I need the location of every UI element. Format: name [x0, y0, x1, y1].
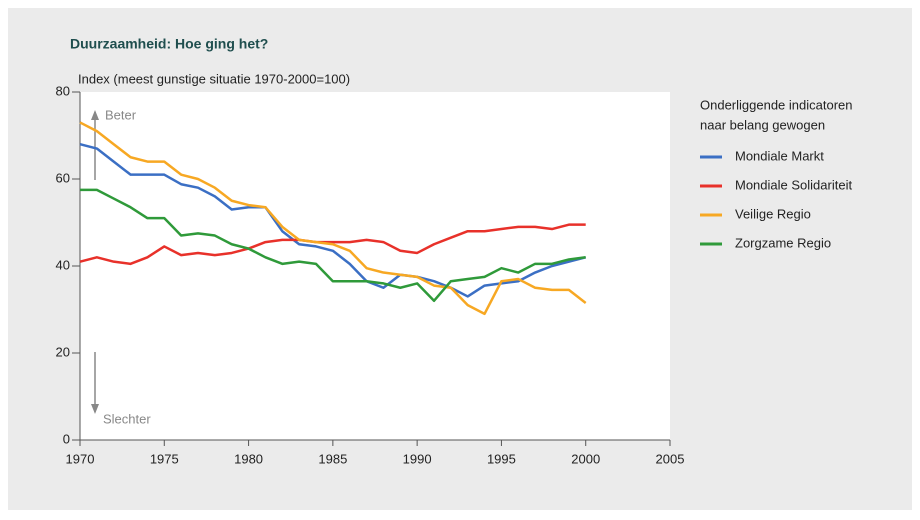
arrow-head	[91, 110, 99, 120]
x-tick-label: 1970	[66, 451, 95, 466]
line	[80, 188, 586, 303]
x-tick-label: 1995	[487, 451, 516, 466]
annotation: Slechter	[103, 411, 151, 426]
legend-label: Veilige Regio	[735, 206, 811, 221]
chart-title: Duurzaamheid: Hoe ging het?	[70, 36, 268, 52]
x-tick-label: 2000	[571, 451, 600, 466]
y-tick-label: 60	[56, 170, 70, 185]
x-tick-label: 1990	[403, 451, 432, 466]
arrow-head	[91, 404, 99, 414]
y-tick-label: 0	[63, 431, 70, 446]
y-tick-label: 80	[56, 83, 70, 98]
x-tick-label: 1975	[150, 451, 179, 466]
line	[79, 121, 587, 316]
plot-area	[80, 92, 670, 440]
x-tick-label: 1980	[234, 451, 263, 466]
x-tick-label: 1985	[318, 451, 347, 466]
annotation: Beter	[105, 107, 137, 122]
legend-label: Zorgzame Regio	[735, 235, 831, 250]
y-tick-label: 40	[56, 257, 70, 272]
legend-title: Onderliggende indicatoren	[700, 97, 853, 112]
legend-label: Mondiale Solidariteit	[735, 177, 852, 192]
x-tick-label: 2005	[656, 451, 685, 466]
legend-label: Mondiale Markt	[735, 148, 824, 163]
line	[79, 223, 586, 266]
legend-title: naar belang gewogen	[700, 117, 825, 132]
y-axis-label: Index (meest gunstige situatie 1970-2000…	[78, 71, 350, 86]
y-tick-label: 20	[56, 344, 70, 359]
